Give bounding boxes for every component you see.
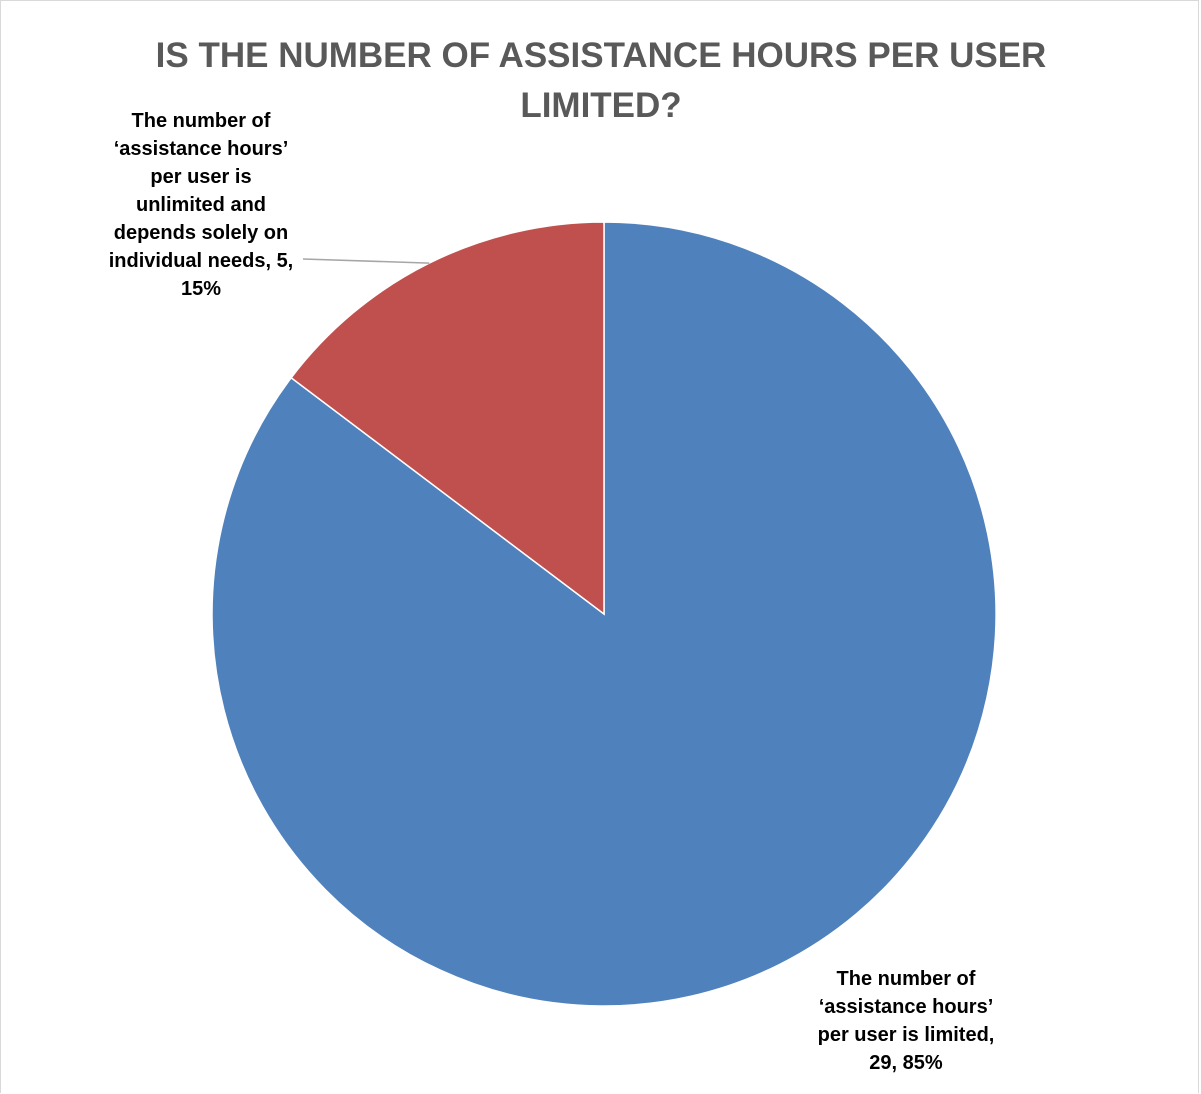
- leader-line: [303, 259, 429, 263]
- data-label-limited: The number of ‘assistance hours’ per use…: [781, 965, 1031, 1077]
- pie-slices: [212, 222, 996, 1006]
- data-label-unlimited: The number of ‘assistance hours’ per use…: [81, 107, 321, 303]
